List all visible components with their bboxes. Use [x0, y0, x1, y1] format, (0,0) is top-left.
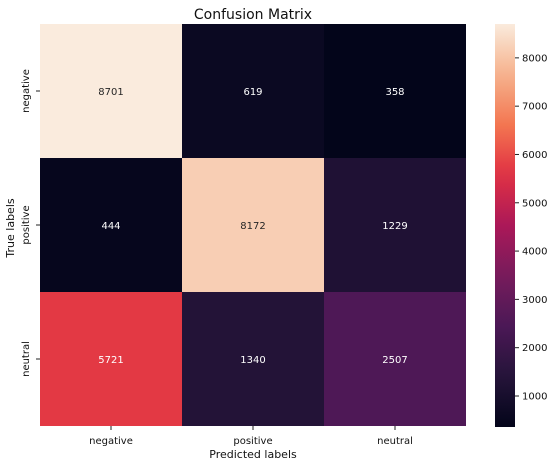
heatmap-cell: [40, 24, 182, 158]
chart-title: Confusion Matrix: [194, 7, 312, 23]
cell-value-label: 8701: [98, 87, 123, 98]
y-tick-label: neutral: [21, 341, 32, 377]
colorbar-tick-label: 6000: [522, 150, 547, 161]
x-tick-label: negative: [89, 436, 133, 447]
heatmap-cell: [324, 24, 466, 158]
colorbar-tick-label: 2000: [522, 343, 547, 354]
x-tick-label: positive: [233, 436, 272, 447]
cell-value-label: 358: [385, 87, 404, 98]
colorbar: 1000 2000 3000 4000 5000 6000 7000 8000: [495, 24, 547, 427]
cell-value-label: 2507: [382, 355, 407, 366]
heatmap-cell: [182, 158, 324, 292]
heatmap-cell: [182, 24, 324, 158]
x-axis-label: Predicted labels: [209, 448, 297, 461]
cell-value-label: 444: [101, 221, 120, 232]
x-axis: negative positive neutral: [89, 426, 413, 447]
y-tick-label: positive: [21, 205, 32, 244]
cell-value-label: 619: [243, 87, 262, 98]
colorbar-tick-label: 1000: [522, 391, 547, 402]
colorbar-tick-label: 7000: [522, 102, 547, 113]
heatmap-cell: [324, 158, 466, 292]
heatmap-cell: [40, 158, 182, 292]
heatmap-cell: [182, 292, 324, 426]
x-tick-label: neutral: [377, 436, 413, 447]
cell-value-label: 5721: [98, 355, 123, 366]
y-axis-label: True labels: [4, 198, 17, 258]
cell-value-label: 1229: [382, 221, 407, 232]
y-tick-label: negative: [21, 69, 32, 113]
colorbar-tick-label: 4000: [522, 247, 547, 258]
cell-value-label: 8172: [240, 221, 265, 232]
y-axis: negative positive neutral: [21, 69, 40, 377]
colorbar-tick-label: 5000: [522, 198, 547, 209]
heatmap-cell: [324, 292, 466, 426]
colorbar-gradient: [495, 24, 515, 427]
colorbar-tick-label: 3000: [522, 295, 547, 306]
colorbar-tick-label: 8000: [522, 53, 547, 64]
heatmap-cell: [40, 292, 182, 426]
heatmap-cells: 8701 619 358 444 8172 1229 5721 1340 2507: [40, 24, 466, 426]
cell-value-label: 1340: [240, 355, 265, 366]
